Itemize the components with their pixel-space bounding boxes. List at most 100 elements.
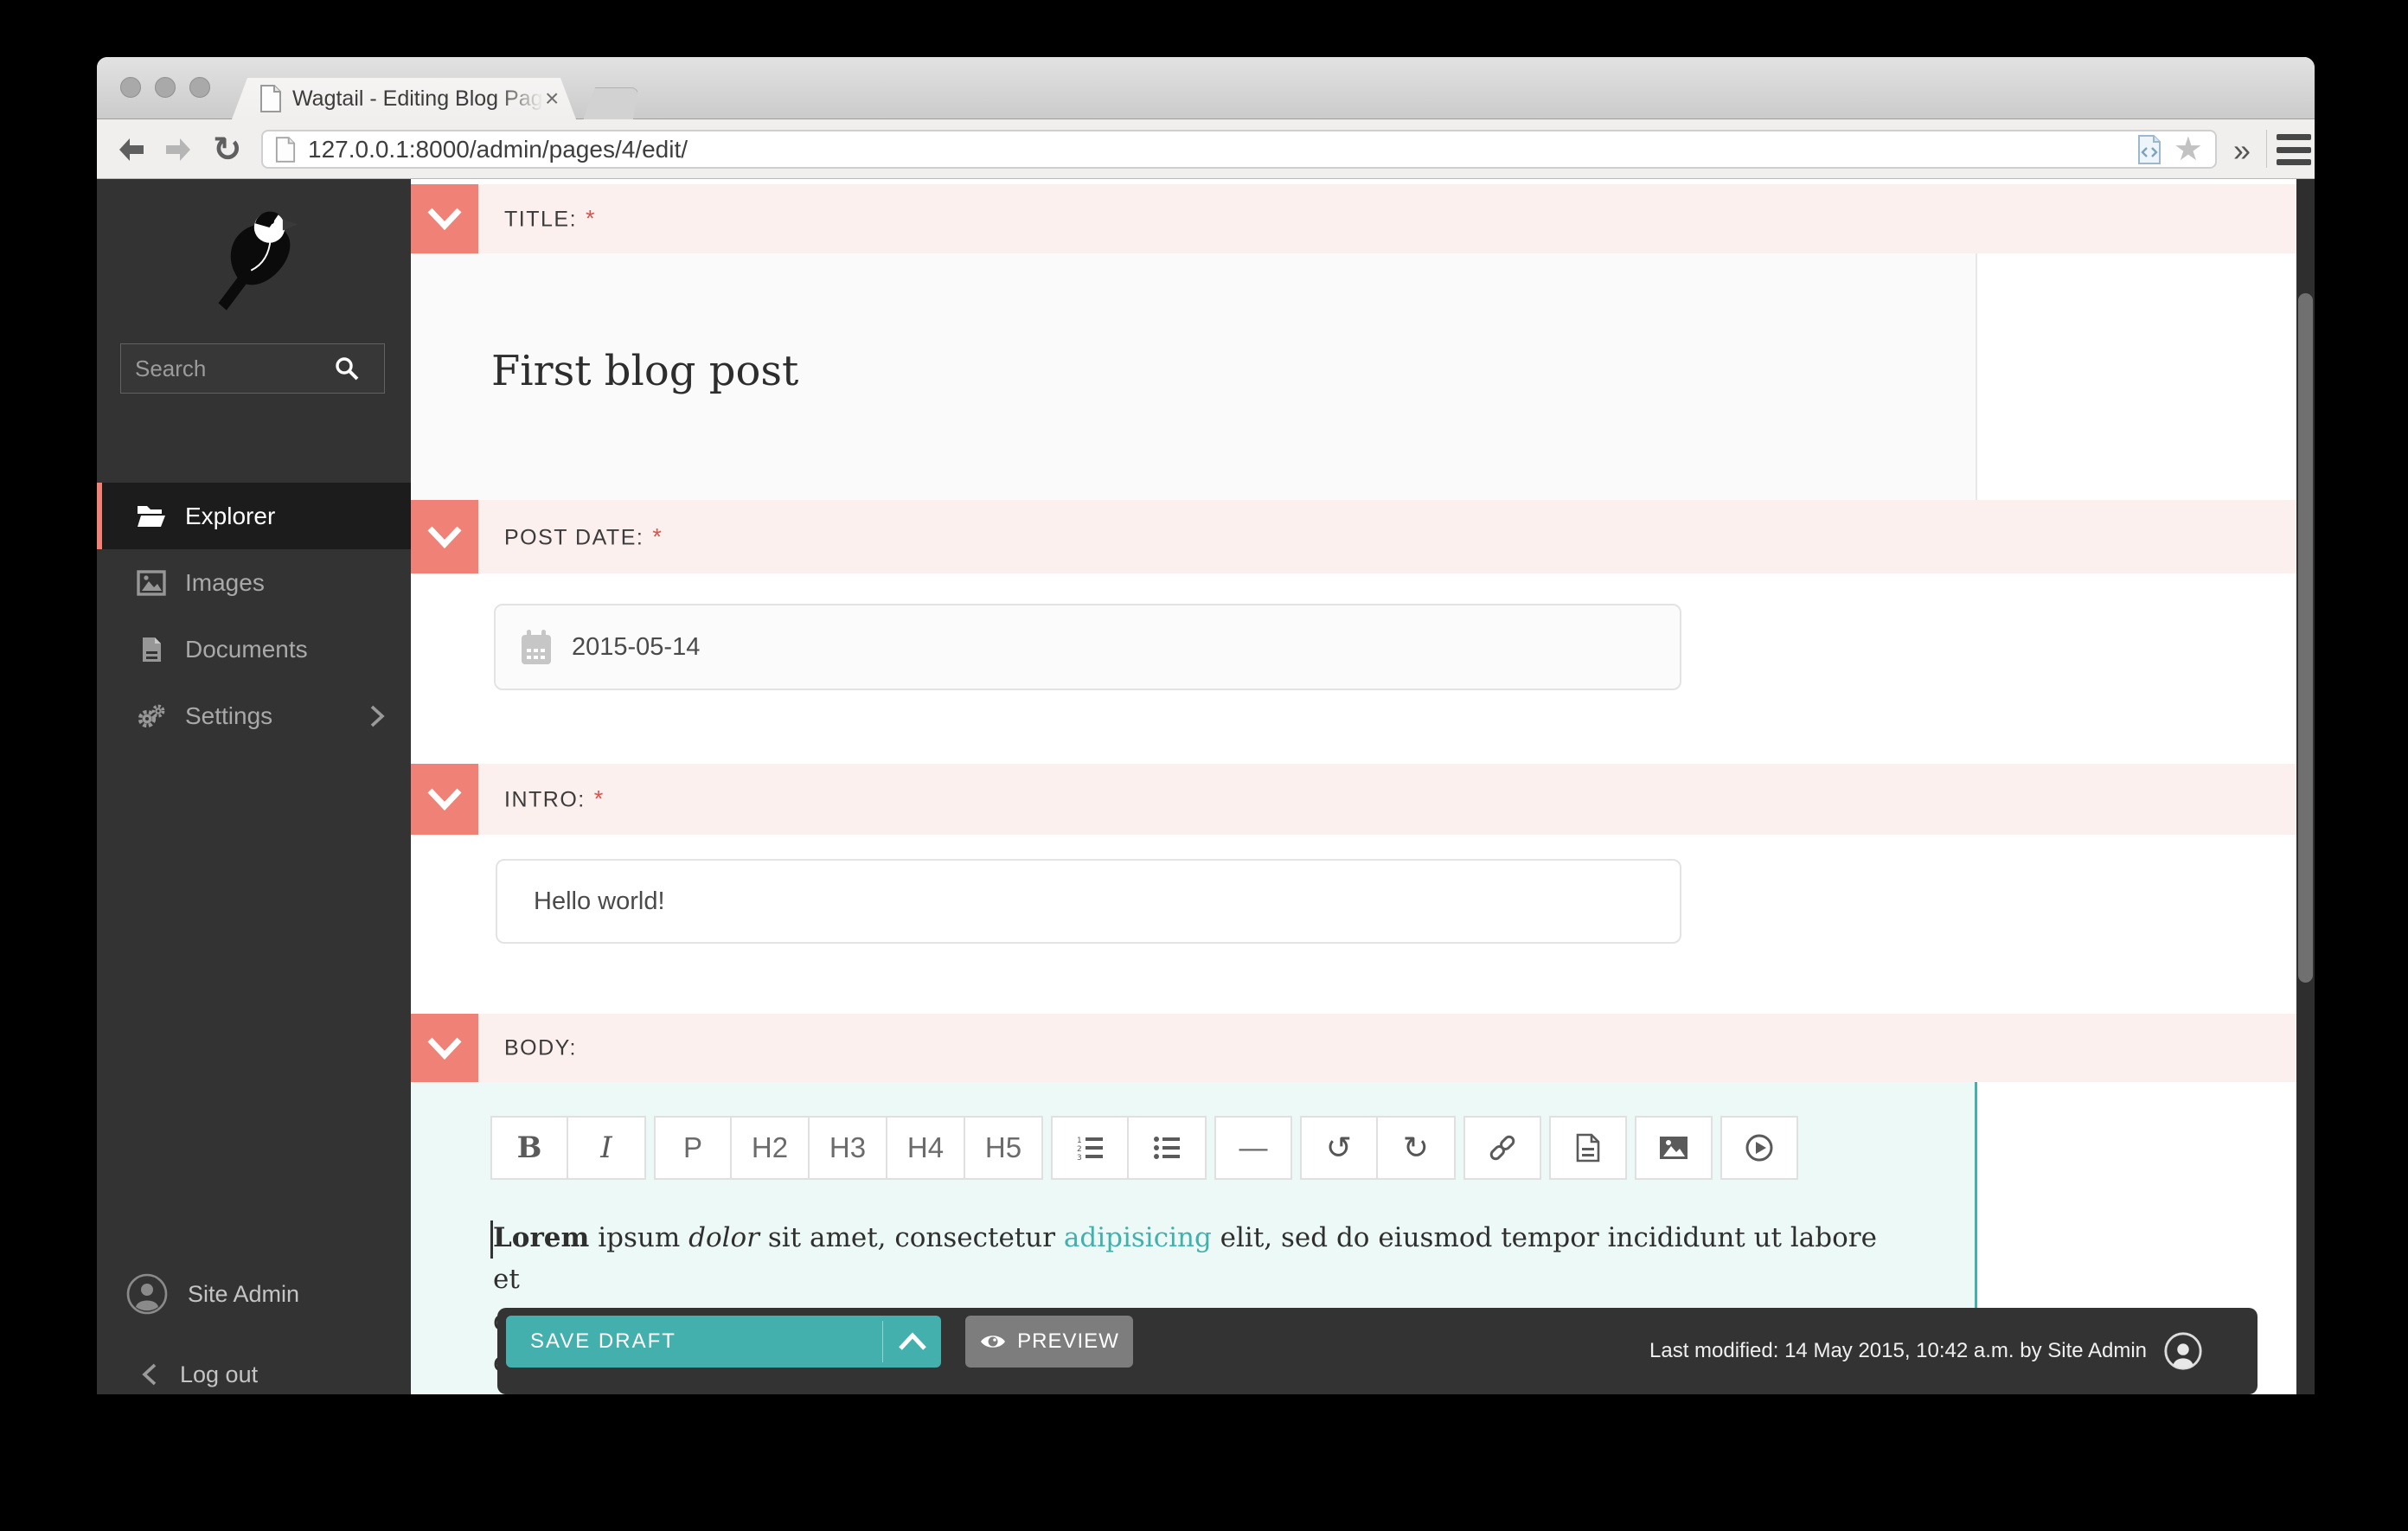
page-scrollbar[interactable] [2296, 179, 2315, 1394]
body-line-1: Lorem ipsum dolor sit amet, consectetur … [493, 1222, 1877, 1295]
sidebar-item-documents[interactable]: Documents [97, 616, 411, 682]
unordered-list-icon [1154, 1137, 1180, 1159]
tab-close-icon[interactable]: × [545, 85, 560, 112]
minimize-window-button[interactable] [155, 77, 176, 98]
logout-label: Log out [180, 1361, 259, 1387]
svg-text:3: 3 [1077, 1154, 1082, 1161]
back-icon[interactable] [116, 134, 147, 165]
document-link-button[interactable] [1549, 1116, 1627, 1180]
eye-icon [981, 1336, 1006, 1348]
collapse-body-button[interactable] [411, 1014, 478, 1082]
search-icon[interactable] [334, 356, 360, 381]
edit-form: TITLE: * First blog post POST DATE: * 2015… [411, 179, 2296, 1394]
h2-button[interactable]: H2 [732, 1116, 810, 1180]
post-date-value: 2015-05-14 [572, 632, 701, 661]
menu-icon[interactable] [2277, 134, 2311, 165]
logout-link[interactable]: Log out [97, 1348, 411, 1394]
code-view-icon[interactable] [2137, 134, 2161, 164]
paragraph-button[interactable]: P [654, 1116, 732, 1180]
body-link[interactable]: adipisicing [1063, 1222, 1212, 1253]
user-name: Site Admin [188, 1280, 300, 1307]
title-input[interactable]: First blog post [411, 253, 1977, 500]
last-modified-text: Last modified: 14 May 2015, 10:42 a.m. b… [1649, 1339, 2147, 1362]
url-bar[interactable]: 127.0.0.1:8000/admin/pages/4/edit/ ★ [261, 130, 2217, 169]
italic-button[interactable]: I [568, 1116, 646, 1180]
close-window-button[interactable] [120, 77, 141, 98]
intro-input[interactable]: Hello world! [496, 859, 1681, 944]
sidebar-item-explorer[interactable]: Explorer [97, 483, 411, 549]
required-asterisk: * [593, 785, 605, 812]
modified-by-avatar-icon [2164, 1332, 2202, 1370]
scrollbar-thumb[interactable] [2298, 293, 2313, 983]
chevron-right-icon [370, 705, 385, 727]
text-cursor [490, 1220, 493, 1259]
new-tab-button[interactable] [583, 87, 638, 119]
wagtail-logo-icon [218, 211, 298, 311]
media-play-icon [1745, 1134, 1773, 1162]
zoom-window-button[interactable] [189, 77, 210, 98]
horizontal-rule-button[interactable]: — [1214, 1116, 1292, 1180]
sidebar: Explorer Images Documents Settings Site … [97, 179, 411, 1394]
sidebar-item-label: Images [185, 568, 265, 596]
insert-media-button[interactable] [1720, 1116, 1798, 1180]
link-icon [1489, 1135, 1515, 1161]
chevron-down-icon [427, 208, 462, 231]
bookmark-star-icon[interactable]: ★ [2173, 131, 2203, 168]
toolbar-divider [2266, 130, 2267, 168]
chevron-down-icon [427, 1037, 462, 1060]
browser-window: Wagtail - Editing Blog Page × ↻ 127.0.0.… [97, 57, 2315, 1394]
search-box[interactable] [120, 343, 385, 394]
user-avatar-icon [126, 1273, 168, 1315]
folder-open-icon [138, 505, 165, 527]
h5-button[interactable]: H5 [965, 1116, 1043, 1180]
link-button[interactable] [1463, 1116, 1541, 1180]
extensions-overflow-icon[interactable]: » [2233, 132, 2251, 168]
image-icon [137, 569, 166, 596]
url-text[interactable]: 127.0.0.1:8000/admin/pages/4/edit/ [308, 135, 688, 163]
wagtail-admin-page: Explorer Images Documents Settings Site … [97, 179, 2315, 1394]
collapse-intro-button[interactable] [411, 764, 478, 835]
button-divider [882, 1321, 883, 1362]
undo-button[interactable]: ↺ [1300, 1116, 1378, 1180]
h4-button[interactable]: H4 [887, 1116, 965, 1180]
section-header-title: TITLE: * [411, 184, 2296, 253]
sidebar-item-images[interactable]: Images [97, 549, 411, 616]
section-header-intro: INTRO: * [411, 764, 2296, 835]
chevron-down-icon [427, 788, 462, 811]
search-input[interactable] [135, 355, 334, 382]
insert-image-button[interactable] [1635, 1116, 1713, 1180]
h3-button[interactable]: H3 [810, 1116, 887, 1180]
required-asterisk: * [652, 523, 663, 549]
svg-text:1: 1 [1077, 1137, 1082, 1145]
chevron-down-icon [427, 526, 462, 548]
chevron-left-icon [142, 1363, 157, 1386]
browser-toolbar: ↻ 127.0.0.1:8000/admin/pages/4/edit/ ★ » [97, 119, 2315, 179]
unordered-list-button[interactable] [1129, 1116, 1207, 1180]
redo-button[interactable]: ↻ [1378, 1116, 1456, 1180]
sidebar-user[interactable]: Site Admin [97, 1265, 411, 1323]
ordered-list-icon: 123 [1077, 1137, 1103, 1161]
collapse-post-date-button[interactable] [411, 500, 478, 573]
preview-button[interactable]: PREVIEW [965, 1316, 1133, 1368]
reload-icon[interactable]: ↻ [213, 130, 242, 170]
insert-image-icon [1660, 1137, 1688, 1159]
title-value: First blog post [491, 347, 799, 395]
svg-text:2: 2 [1077, 1145, 1082, 1154]
save-draft-button[interactable]: SAVE DRAFT [506, 1316, 941, 1368]
intro-value: Hello world! [534, 887, 665, 915]
footer-action-bar: SAVE DRAFT PREVIEW Last modified: 14 May… [497, 1308, 2258, 1394]
field-label: INTRO: * [504, 785, 605, 812]
sidebar-item-settings[interactable]: Settings [97, 682, 411, 749]
chevron-up-icon[interactable] [897, 1331, 928, 1352]
sidebar-item-label: Settings [185, 701, 273, 729]
bold-button[interactable]: B [490, 1116, 568, 1180]
preview-label: PREVIEW [1017, 1329, 1119, 1353]
field-label: TITLE: * [504, 205, 597, 232]
collapse-title-button[interactable] [411, 184, 478, 253]
browser-tab-strip: Wagtail - Editing Blog Page × [97, 57, 2315, 119]
post-date-input[interactable]: 2015-05-14 [494, 604, 1681, 690]
gears-icon [138, 704, 165, 727]
window-controls [120, 77, 210, 98]
browser-tab[interactable]: Wagtail - Editing Blog Page × [232, 78, 576, 119]
